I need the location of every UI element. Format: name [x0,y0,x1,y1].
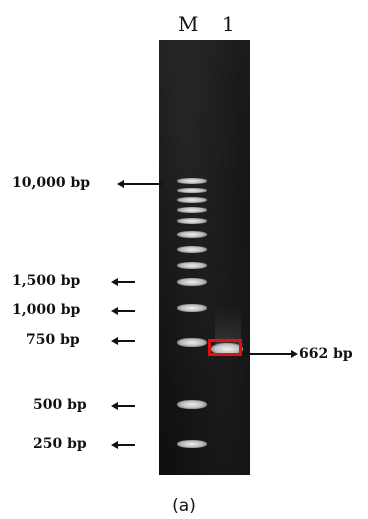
ladder-label: 500 bp [33,397,87,413]
ladder-label: 1,500 bp [12,273,81,289]
ladder-band [177,188,207,193]
arrow-line [242,353,292,355]
ladder-band [177,440,207,448]
arrow-line [117,281,135,283]
arrow-left-icon [111,441,118,449]
ladder-band [177,178,207,184]
arrow-left-icon [111,278,118,286]
ladder-band [177,231,207,238]
ladder-band [177,304,207,312]
arrow-line [117,340,135,342]
arrow-left-icon [111,307,118,315]
gel-image [159,40,250,475]
sample-smear [215,308,241,344]
figure-caption: (a) [172,496,196,516]
product-size-label: 662 bp [299,346,353,362]
product-highlight-box [208,339,242,356]
ladder-label: 1,000 bp [12,302,81,318]
arrow-left-icon [111,402,118,410]
arrow-left-icon [117,180,124,188]
arrow-line [123,183,163,185]
ladder-band [177,218,207,224]
arrow-line [117,444,135,446]
ladder-band [177,278,207,286]
arrow-left-icon [111,337,118,345]
arrow-right-icon [291,350,298,358]
lane-label-marker: M [178,12,199,36]
ladder-label: 10,000 bp [12,175,91,191]
ladder-band [177,246,207,253]
ladder-label: 250 bp [33,436,87,452]
ladder-band [177,262,207,269]
ladder-band [177,197,207,203]
ladder-label: 750 bp [26,332,80,348]
arrow-line [117,405,135,407]
ladder-band [177,207,207,213]
lane-label-sample: 1 [222,12,235,36]
arrow-line [117,310,135,312]
sample-band [211,343,243,355]
ladder-band [177,338,207,347]
ladder-band [177,400,207,409]
